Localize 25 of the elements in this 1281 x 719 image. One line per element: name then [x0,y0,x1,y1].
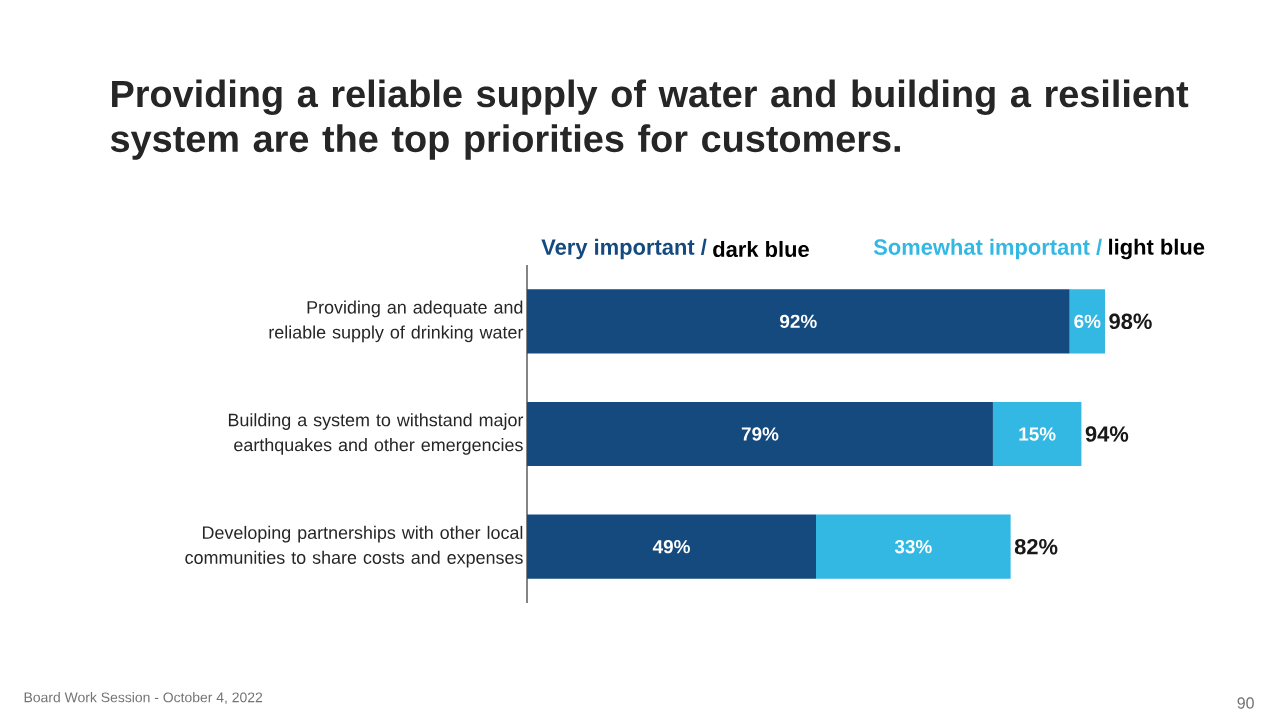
bar [527,401,993,467]
text: Board Work Session - October 4, 2022 [24,692,263,704]
data-label: 6% [1074,314,1101,329]
total-label: 82% [1014,538,1058,555]
bar [1069,289,1105,354]
y-tick-label: Building a system to withstand major earthquakes and other emergencies [228,413,524,455]
data-label: 79% [741,427,779,441]
y-tick-label: Developing partnerships with other local communities to share costs and expenses [185,525,523,568]
series-label: Somewhat important / [873,238,1102,260]
text: light blue [1109,238,1205,260]
text: dark blue [713,240,809,258]
total-label: 94% [1085,426,1129,442]
data-label: 15% [1019,427,1056,441]
data-label: 92% [780,314,817,329]
chart-title: Providing a reliable supply of water and building a resilient system are the top priorities for customers. [110,79,1189,160]
total-label: 98% [1109,313,1152,330]
y-tick-label: Providing an adequate and reliable supply of drinking water [269,300,524,343]
bar [992,401,1082,467]
bar [527,514,816,579]
series-label: Very important / [541,238,707,260]
data-label: 33% [894,539,932,554]
text: 90 [1237,697,1254,709]
bar [816,514,1011,579]
data-label: 49% [652,539,690,554]
bar [527,289,1070,354]
